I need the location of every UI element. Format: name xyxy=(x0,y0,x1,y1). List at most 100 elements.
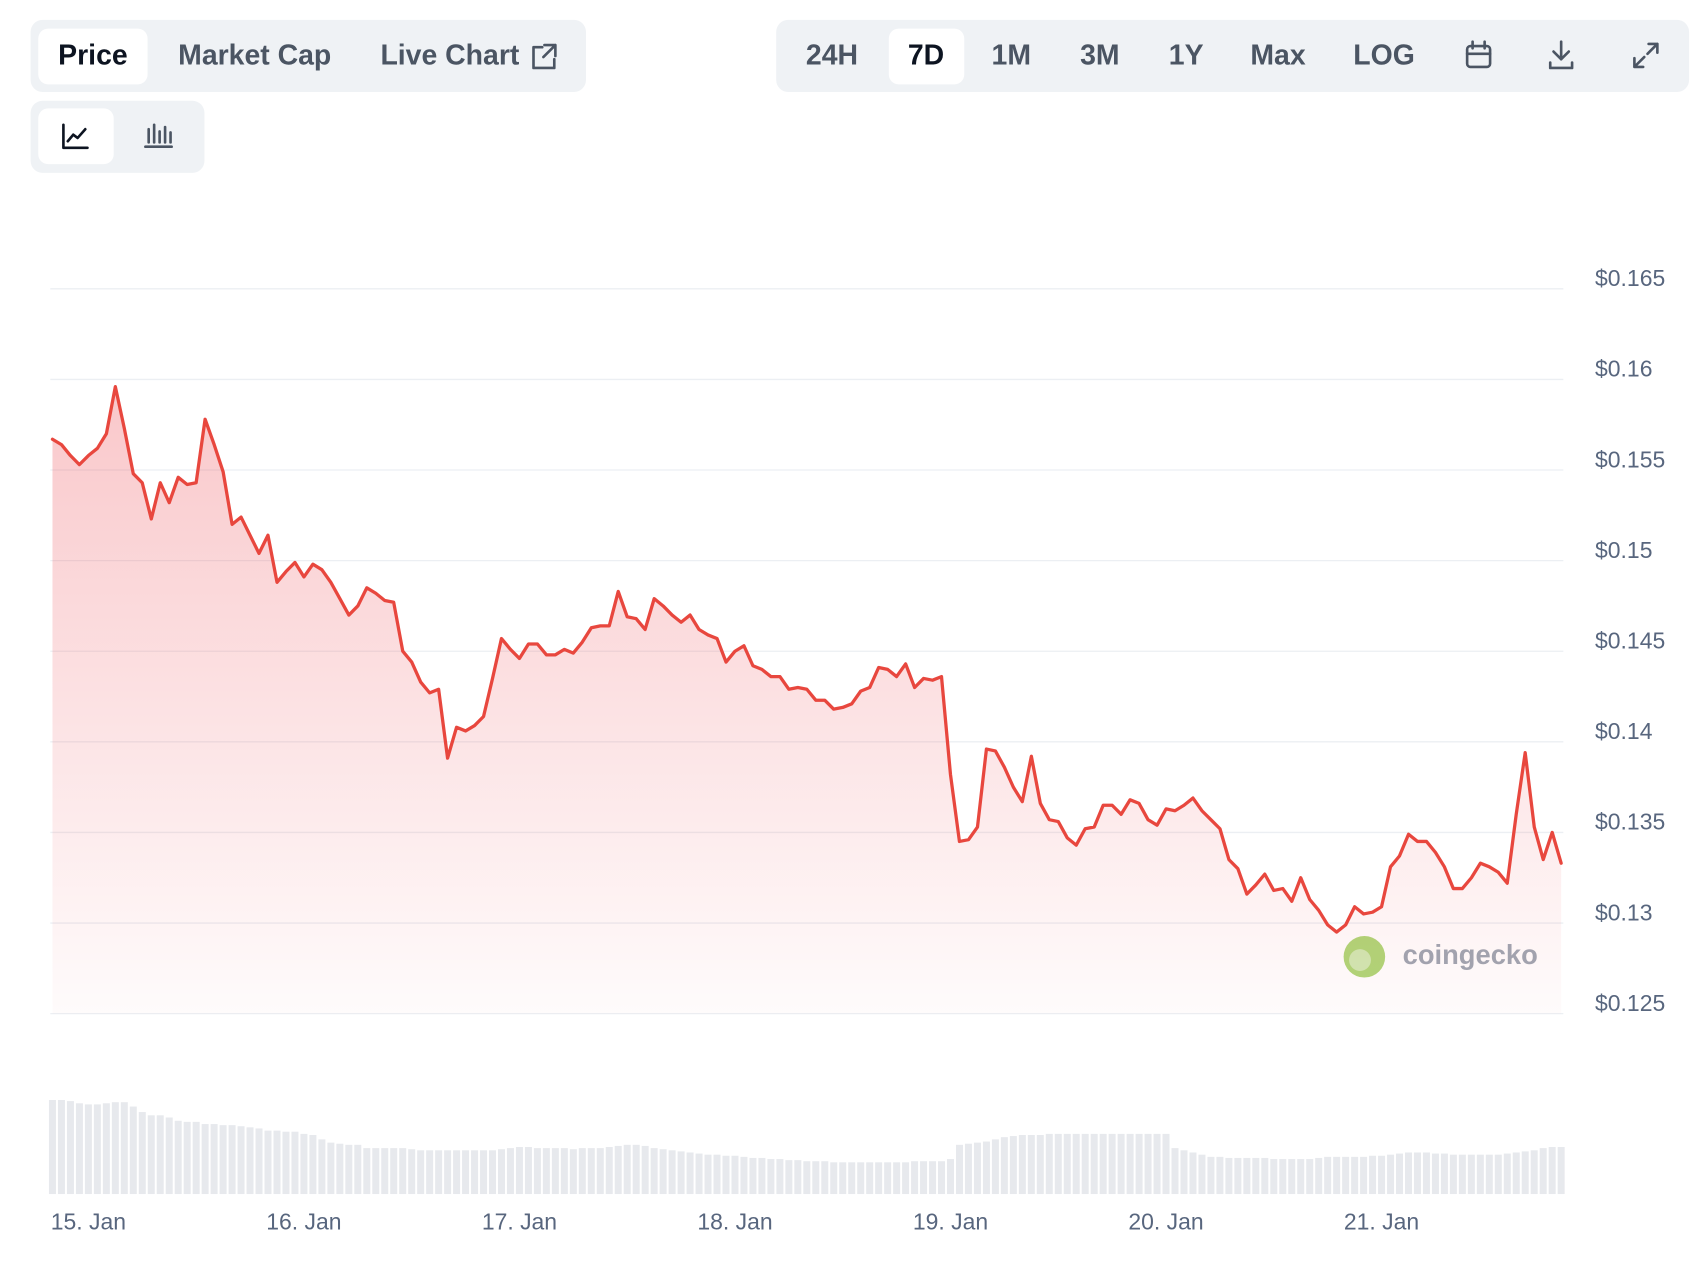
volume-bar xyxy=(1503,1153,1511,1195)
volume-bar xyxy=(210,1124,218,1195)
volume-bar xyxy=(1099,1133,1107,1195)
volume-bar xyxy=(282,1131,290,1195)
volume-bar xyxy=(991,1139,999,1195)
volume-bar xyxy=(947,1159,954,1195)
volume-bar xyxy=(1369,1155,1377,1195)
volume-bar xyxy=(1324,1156,1332,1195)
range-button[interactable]: 3M xyxy=(1080,40,1119,72)
calendar-button[interactable] xyxy=(1465,40,1492,69)
volume-bar xyxy=(659,1149,667,1195)
range-active[interactable] xyxy=(888,28,965,85)
volume-bar xyxy=(1090,1133,1098,1195)
volume-bar xyxy=(1063,1133,1071,1195)
y-tick-label: $0.145 xyxy=(1595,628,1665,654)
tab-group xyxy=(30,19,586,93)
y-tick-label: $0.155 xyxy=(1595,446,1665,472)
volume-bar xyxy=(66,1101,74,1195)
volume-bar xyxy=(57,1100,65,1195)
tab-market-cap[interactable]: Market Cap xyxy=(178,40,331,72)
download-button[interactable] xyxy=(1548,40,1574,70)
volume-bar xyxy=(938,1161,946,1195)
volume-bar xyxy=(902,1162,910,1195)
volume-bar xyxy=(1476,1154,1484,1195)
volume-bar xyxy=(866,1162,874,1195)
volume-bar xyxy=(515,1147,523,1195)
volume-bar xyxy=(551,1148,559,1195)
volume-bar xyxy=(291,1131,299,1195)
volume-bar xyxy=(1045,1133,1053,1195)
range-group xyxy=(776,19,1690,93)
volume-bar xyxy=(1449,1154,1457,1195)
volume-bar xyxy=(1440,1153,1448,1195)
volume-bar xyxy=(417,1150,425,1195)
y-tick-label: $0.125 xyxy=(1595,990,1665,1016)
volume-bar xyxy=(506,1148,514,1195)
volume-bar xyxy=(632,1144,640,1195)
volume-bar xyxy=(1225,1157,1233,1195)
volume-bar xyxy=(1288,1159,1296,1195)
volume-bar xyxy=(120,1102,128,1195)
volume-bar xyxy=(1036,1134,1044,1195)
volume-bar xyxy=(839,1162,847,1195)
volume-bar xyxy=(327,1142,335,1195)
x-tick-label: 21. Jan xyxy=(1344,1209,1419,1235)
volume-bar xyxy=(471,1150,479,1195)
labels: $0.125 $0.13 $0.135 $0.14 $0.145 $0.15 $0.155 $… xyxy=(51,265,1665,1234)
volume-bar xyxy=(605,1147,613,1195)
volume-bar xyxy=(1404,1152,1412,1195)
volume-bar xyxy=(650,1148,658,1195)
volume-bar xyxy=(381,1148,389,1195)
x-tick-label: 17. Jan xyxy=(482,1209,557,1235)
volume-bar xyxy=(336,1143,344,1195)
volume-bar xyxy=(677,1151,685,1195)
volume-bar xyxy=(399,1148,407,1195)
volume-bar xyxy=(255,1128,263,1195)
range-button[interactable]: 1Y xyxy=(1169,40,1204,72)
fullscreen-button[interactable] xyxy=(1633,42,1659,69)
volume-bar xyxy=(246,1127,254,1195)
volume-bar xyxy=(183,1121,191,1195)
range-button[interactable]: 1M xyxy=(992,40,1031,72)
volume-bar xyxy=(542,1148,550,1195)
volume-bar xyxy=(1126,1133,1134,1195)
volume-bar xyxy=(192,1121,200,1195)
volume-bar xyxy=(129,1106,137,1195)
volume-bar xyxy=(641,1145,649,1195)
volume-bar xyxy=(686,1152,694,1195)
volume-bar xyxy=(767,1159,775,1195)
volume-bar xyxy=(1512,1152,1520,1195)
volume-bar xyxy=(1315,1157,1323,1195)
volume-bar xyxy=(1279,1159,1287,1195)
volume-bar xyxy=(1072,1133,1080,1195)
volume-bar xyxy=(1153,1133,1161,1195)
volume-bar xyxy=(1171,1148,1179,1195)
volume xyxy=(48,1100,1565,1195)
volume-bar xyxy=(830,1162,838,1195)
volume-bar xyxy=(1009,1136,1017,1195)
y-tick-label: $0.14 xyxy=(1595,718,1653,744)
volume-bar xyxy=(228,1125,236,1195)
line-chart-button[interactable] xyxy=(62,123,89,150)
volume-bar xyxy=(497,1149,505,1195)
volume-bar xyxy=(426,1150,434,1195)
range-button[interactable]: 24H xyxy=(806,40,858,72)
candlestick-button[interactable] xyxy=(144,123,173,149)
tab-price[interactable]: Price xyxy=(58,40,128,72)
range-button[interactable]: 7D xyxy=(908,40,944,72)
volume-bar xyxy=(1342,1156,1350,1195)
volume-bar xyxy=(982,1141,990,1195)
range-button[interactable]: Max xyxy=(1250,40,1305,72)
volume-bar xyxy=(1135,1133,1143,1195)
volume-bar xyxy=(165,1117,173,1195)
tab-live-chart[interactable]: Live Chart xyxy=(380,40,519,72)
tab-active[interactable] xyxy=(38,28,148,85)
volume-bar xyxy=(614,1145,622,1195)
volume-bar xyxy=(668,1150,676,1195)
volume-bar xyxy=(704,1154,712,1195)
log-button[interactable]: LOG xyxy=(1353,40,1415,72)
volume-bar xyxy=(174,1120,182,1195)
volume-bar xyxy=(147,1115,155,1195)
volume-bar xyxy=(264,1130,272,1195)
volume-bar xyxy=(560,1148,568,1195)
volume-bar xyxy=(156,1115,164,1195)
